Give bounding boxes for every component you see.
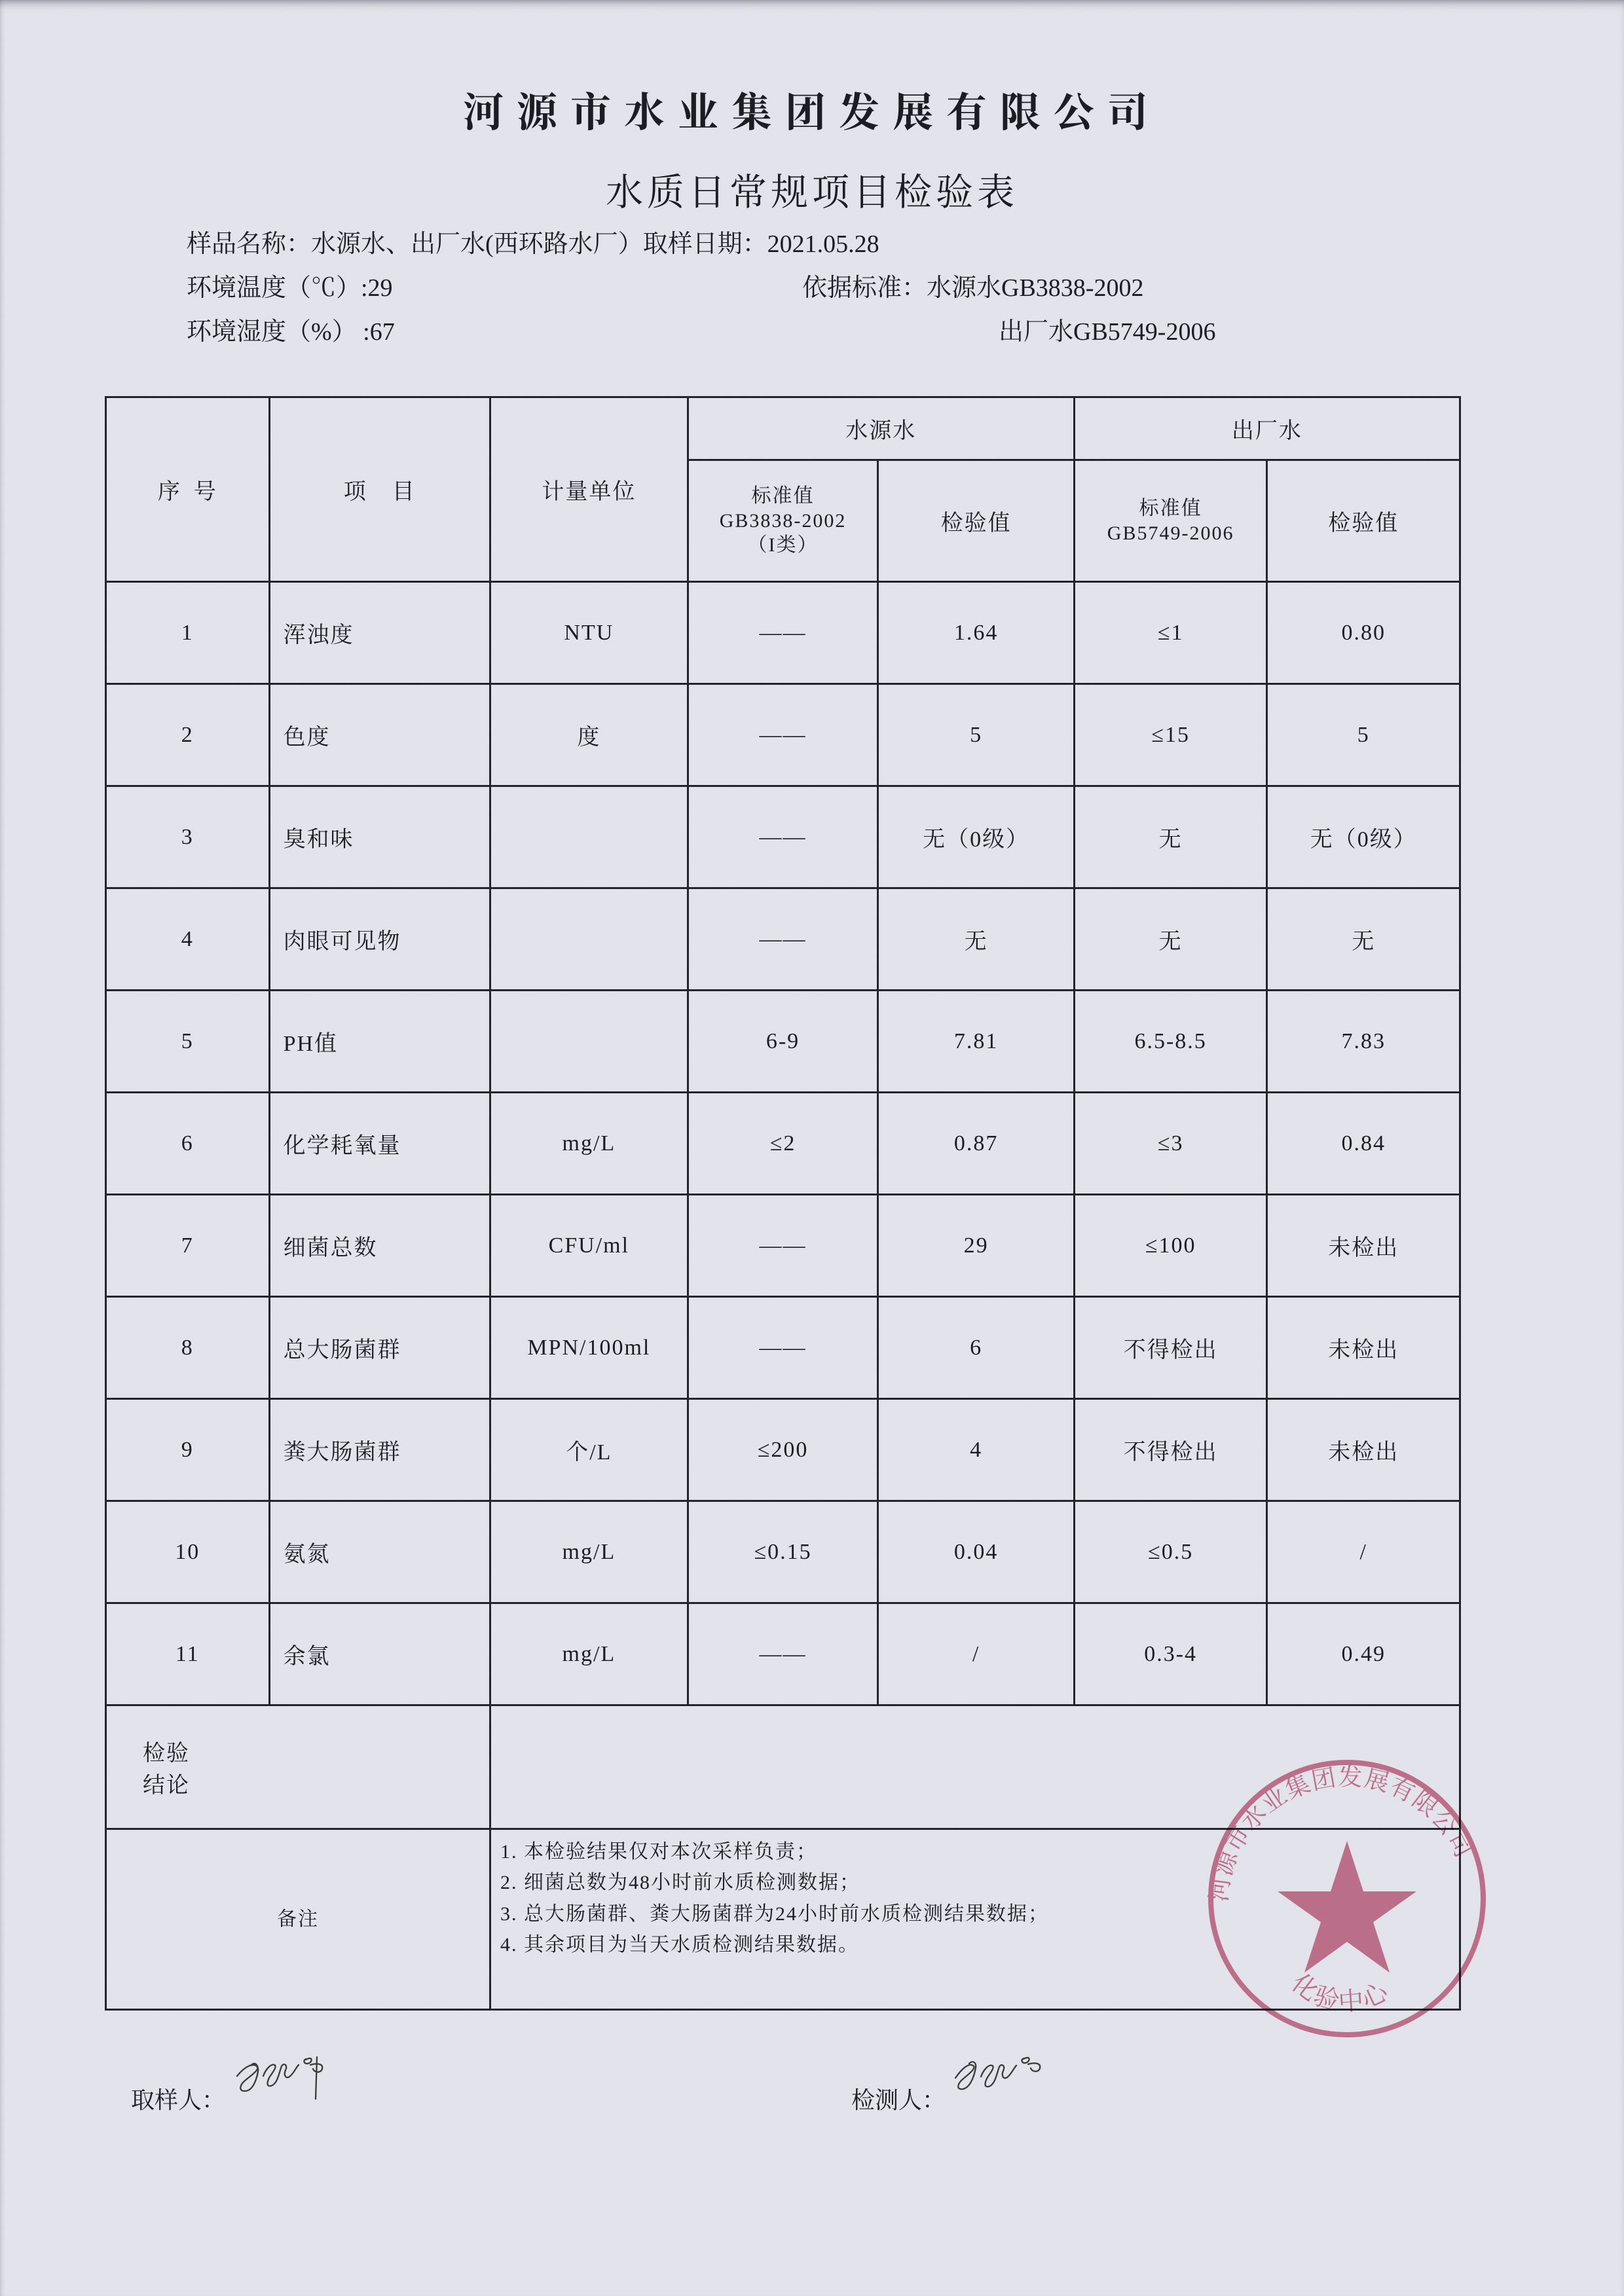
svg-text:化验中心: 化验中心 — [1285, 1963, 1395, 2019]
